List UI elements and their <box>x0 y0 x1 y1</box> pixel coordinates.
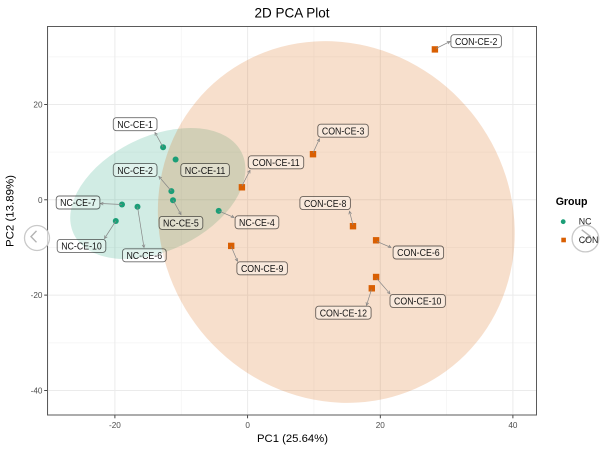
svg-text:CON: CON <box>579 235 599 245</box>
svg-text:NC-CE-7: NC-CE-7 <box>60 198 96 209</box>
svg-text:-20: -20 <box>109 421 121 430</box>
svg-text:0: 0 <box>245 421 250 430</box>
svg-text:CON-CE-10: CON-CE-10 <box>394 297 442 308</box>
svg-text:2D PCA Plot: 2D PCA Plot <box>255 5 330 21</box>
svg-text:NC-CE-11: NC-CE-11 <box>185 166 226 177</box>
svg-text:NC-CE-4: NC-CE-4 <box>239 218 275 229</box>
svg-text:NC-CE-5: NC-CE-5 <box>163 219 199 230</box>
svg-text:Group: Group <box>556 196 588 208</box>
svg-text:PC2 (13.89%): PC2 (13.89%) <box>5 175 17 247</box>
svg-text:-20: -20 <box>31 291 43 300</box>
svg-text:CON-CE-12: CON-CE-12 <box>320 308 368 319</box>
svg-text:CON-CE-2: CON-CE-2 <box>455 37 498 48</box>
svg-text:20: 20 <box>33 101 43 110</box>
svg-text:PC1 (25.64%): PC1 (25.64%) <box>257 433 328 445</box>
svg-text:NC-CE-1: NC-CE-1 <box>117 120 153 131</box>
svg-text:-40: -40 <box>31 387 43 396</box>
svg-text:0: 0 <box>38 196 43 205</box>
svg-text:NC: NC <box>579 217 592 227</box>
svg-text:CON-CE-11: CON-CE-11 <box>252 158 300 169</box>
svg-text:NC-CE-2: NC-CE-2 <box>117 166 153 177</box>
svg-text:20: 20 <box>376 421 386 430</box>
svg-text:CON-CE-8: CON-CE-8 <box>304 199 347 210</box>
svg-text:CON-CE-6: CON-CE-6 <box>397 248 440 259</box>
svg-text:40: 40 <box>508 421 518 430</box>
svg-text:NC-CE-6: NC-CE-6 <box>126 251 162 262</box>
svg-text:CON-CE-3: CON-CE-3 <box>322 126 365 137</box>
svg-text:NC-CE-10: NC-CE-10 <box>61 242 102 253</box>
svg-text:CON-CE-9: CON-CE-9 <box>241 264 284 275</box>
